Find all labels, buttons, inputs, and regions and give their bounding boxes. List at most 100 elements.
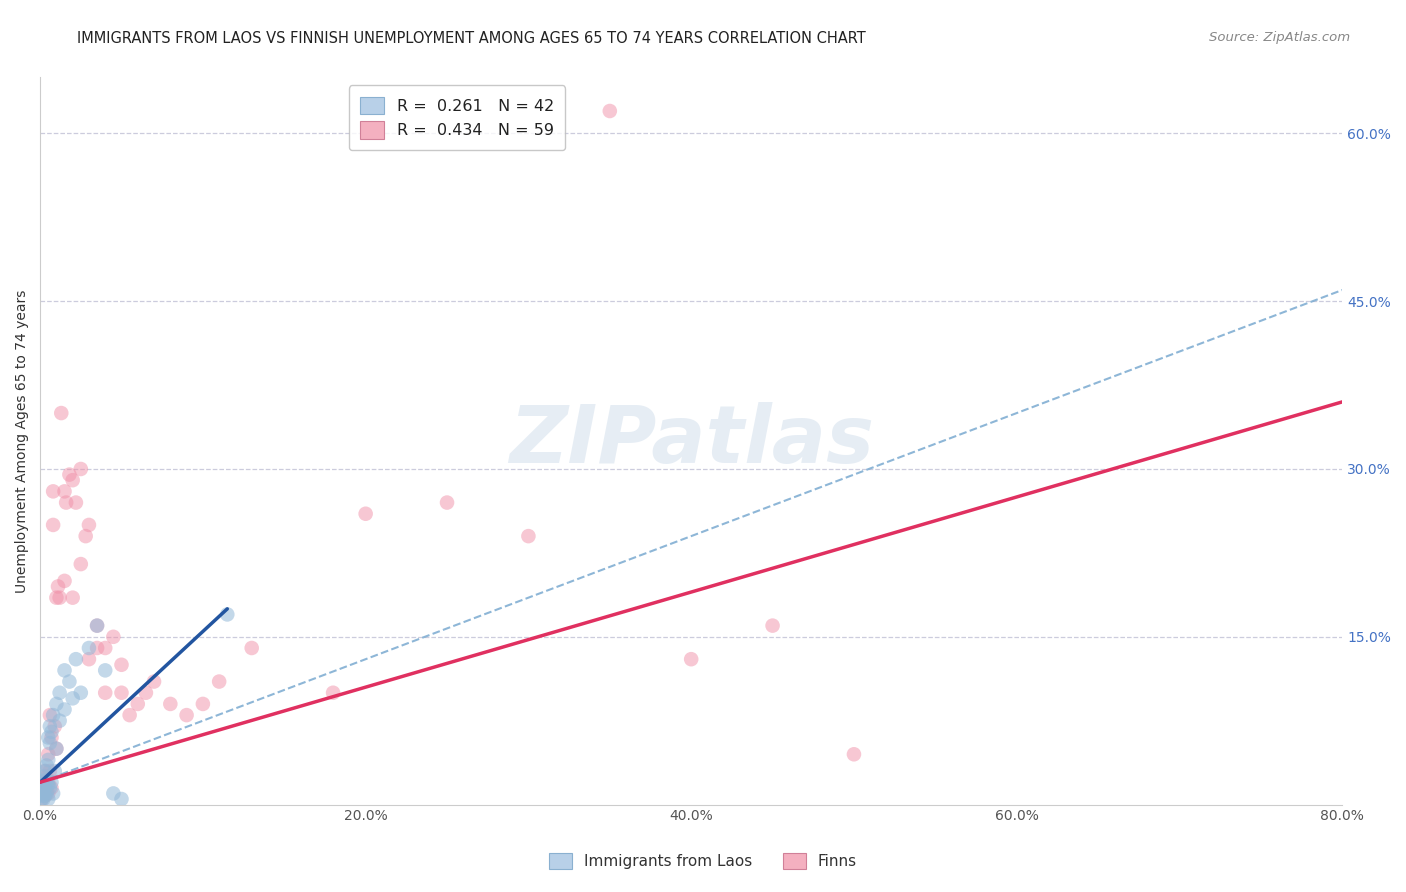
Point: [94, 686, 117, 700]
Point: [69, 462, 91, 476]
Point: [240, 640, 263, 655]
Point: [34, 772, 56, 787]
Point: [41, 775, 63, 789]
Point: [77, 652, 100, 666]
Point: [143, 674, 166, 689]
Point: [38, 736, 60, 750]
Point: [62, 691, 84, 706]
Point: [86, 640, 108, 655]
Point: [34, 780, 56, 795]
Point: [37, 777, 59, 791]
Point: [110, 686, 132, 700]
Point: [75, 529, 97, 543]
Point: [34, 789, 56, 803]
Point: [51, 406, 73, 420]
Point: [58, 467, 80, 482]
Point: [842, 747, 865, 762]
Point: [436, 495, 458, 509]
Y-axis label: Unemployment Among Ages 65 to 74 years: Unemployment Among Ages 65 to 74 years: [15, 289, 30, 592]
Point: [32, 770, 55, 784]
Point: [94, 664, 117, 678]
Point: [48, 714, 70, 728]
Point: [31, 784, 53, 798]
Point: [45, 591, 67, 605]
Point: [48, 591, 70, 605]
Point: [53, 484, 76, 499]
Legend: Immigrants from Laos, Finns: Immigrants from Laos, Finns: [543, 847, 863, 875]
Point: [31, 792, 53, 806]
Point: [42, 786, 65, 800]
Point: [37, 792, 59, 806]
Point: [65, 652, 87, 666]
Point: [208, 674, 231, 689]
Point: [42, 708, 65, 723]
Point: [69, 686, 91, 700]
Point: [35, 770, 58, 784]
Point: [35, 784, 58, 798]
Point: [65, 495, 87, 509]
Point: [45, 741, 67, 756]
Point: [34, 780, 56, 795]
Point: [681, 652, 703, 666]
Point: [45, 741, 67, 756]
Point: [53, 702, 76, 716]
Point: [42, 484, 65, 499]
Point: [53, 574, 76, 588]
Point: [37, 753, 59, 767]
Point: [38, 719, 60, 733]
Point: [41, 725, 63, 739]
Point: [42, 517, 65, 532]
Point: [217, 607, 239, 622]
Point: [86, 618, 108, 632]
Text: ZIPatlas: ZIPatlas: [509, 402, 873, 480]
Point: [599, 103, 621, 118]
Point: [62, 473, 84, 487]
Point: [86, 618, 108, 632]
Point: [38, 780, 60, 795]
Point: [77, 640, 100, 655]
Point: [31, 789, 53, 803]
Point: [110, 657, 132, 672]
Point: [103, 786, 125, 800]
Point: [45, 697, 67, 711]
Point: [35, 786, 58, 800]
Point: [32, 786, 55, 800]
Point: [37, 731, 59, 745]
Point: [32, 786, 55, 800]
Point: [44, 719, 66, 733]
Text: Source: ZipAtlas.com: Source: ZipAtlas.com: [1209, 31, 1350, 45]
Point: [37, 775, 59, 789]
Point: [34, 764, 56, 778]
Point: [135, 686, 157, 700]
Point: [159, 697, 181, 711]
Point: [38, 708, 60, 723]
Point: [191, 697, 214, 711]
Point: [77, 517, 100, 532]
Text: IMMIGRANTS FROM LAOS VS FINNISH UNEMPLOYMENT AMONG AGES 65 TO 74 YEARS CORRELATI: IMMIGRANTS FROM LAOS VS FINNISH UNEMPLOY…: [77, 31, 866, 46]
Point: [37, 786, 59, 800]
Point: [34, 764, 56, 778]
Point: [103, 630, 125, 644]
Point: [110, 792, 132, 806]
Point: [31, 792, 53, 806]
Point: [32, 777, 55, 791]
Point: [41, 780, 63, 795]
Point: [62, 591, 84, 605]
Point: [41, 731, 63, 745]
Point: [118, 708, 141, 723]
Point: [176, 708, 198, 723]
Point: [38, 764, 60, 778]
Point: [53, 664, 76, 678]
Point: [55, 495, 77, 509]
Point: [37, 747, 59, 762]
Legend: R =  0.261   N = 42, R =  0.434   N = 59: R = 0.261 N = 42, R = 0.434 N = 59: [349, 86, 565, 150]
Point: [69, 557, 91, 571]
Point: [127, 697, 149, 711]
Point: [58, 674, 80, 689]
Point: [322, 686, 344, 700]
Point: [32, 792, 55, 806]
Point: [34, 789, 56, 803]
Point: [35, 775, 58, 789]
Point: [94, 640, 117, 655]
Point: [517, 529, 540, 543]
